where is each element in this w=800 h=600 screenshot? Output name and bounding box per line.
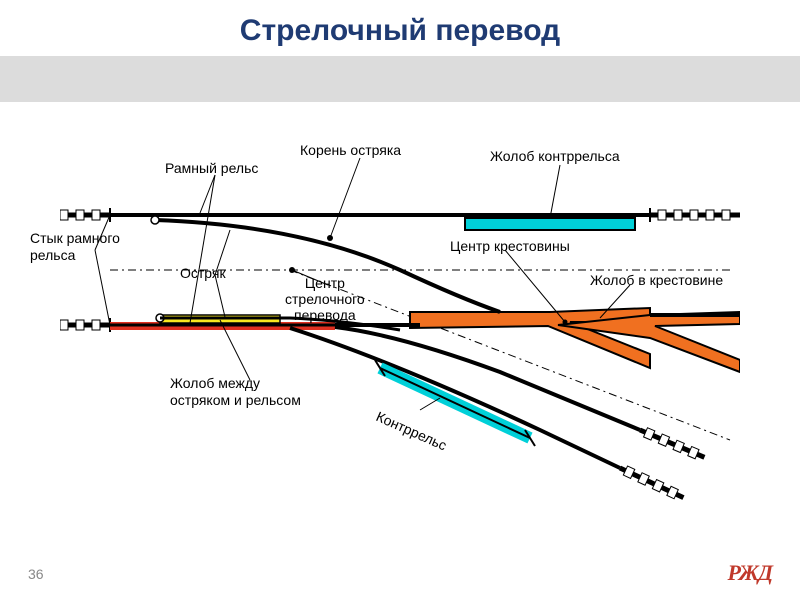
page-title: Стрелочный перевод bbox=[0, 14, 800, 48]
diagram-svg: Контррельс bbox=[60, 120, 740, 500]
label-zholob-v-krestovine: Жолоб в крестовине bbox=[590, 272, 723, 288]
label-tsentr-krestoviny: Центр крестовины bbox=[450, 238, 570, 254]
rzd-logo: РЖД bbox=[727, 560, 772, 586]
label-ostryak: Остряк bbox=[180, 265, 226, 281]
label-kontrrelс: Контррельс bbox=[374, 408, 449, 453]
label-styk-ramnogo: Стык рамногорельса bbox=[30, 230, 120, 264]
label-zholob-mezhdu: Жолоб междуостряком и рельсом bbox=[170, 375, 301, 409]
header-bar bbox=[0, 56, 800, 102]
label-tsentr-strelochnogo: Центрстрелочногоперевода bbox=[285, 275, 365, 323]
label-zholob-kontrrelsa: Жолоб контррельса bbox=[490, 148, 620, 164]
slide: Стрелочный перевод bbox=[0, 0, 800, 600]
label-koren-ostryaka: Корень остряка bbox=[300, 142, 401, 158]
switch-diagram: Контррельс Рамный рельс Корень остряка Ж… bbox=[60, 120, 740, 500]
page-number: 36 bbox=[28, 566, 44, 582]
label-ramny-rels: Рамный рельс bbox=[165, 160, 258, 176]
